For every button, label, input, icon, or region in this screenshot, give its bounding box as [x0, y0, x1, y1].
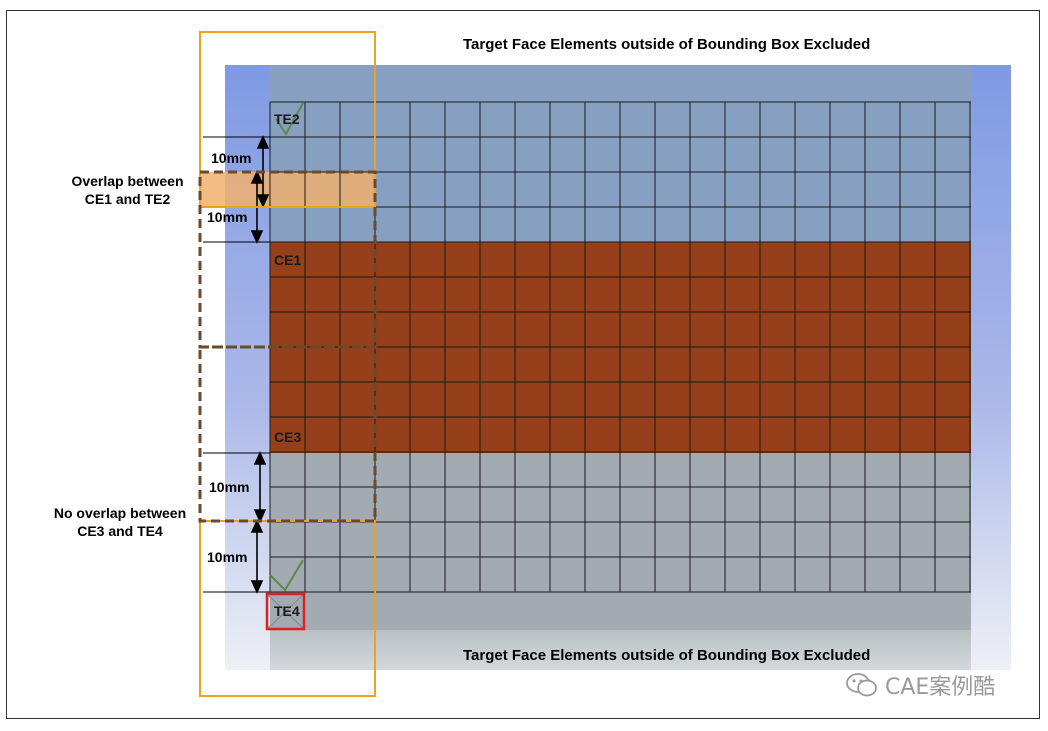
dimension-arrows: [250, 135, 270, 594]
dimension-label-2: 10mm: [207, 209, 248, 225]
dimension-label-4: 10mm: [207, 549, 248, 565]
watermark-text: CAE案例酷: [885, 675, 996, 700]
figure-frame: [6, 10, 1040, 719]
dimension-label-1: 10mm: [211, 150, 252, 166]
target-element-check-icons: [269, 102, 304, 592]
ce1-label: CE1: [274, 252, 302, 268]
te2-label: TE2: [274, 111, 300, 127]
title-bottom: Target Face Elements outside of Bounding…: [463, 647, 871, 664]
te4-label: TE4: [274, 603, 300, 619]
no-overlap-label: No overlap between CE3 and TE4: [53, 505, 187, 539]
title-top: Target Face Elements outside of Bounding…: [463, 36, 871, 53]
ce3-label: CE3: [274, 429, 302, 445]
overlap-label: Overlap between CE1 and TE2: [71, 173, 184, 207]
mesh-grid: [269, 101, 971, 593]
te4-excluded-cross-icon: [265, 592, 306, 631]
dimension-extension-lines: [203, 136, 270, 593]
watermark: CAE案例酷: [845, 670, 995, 700]
ce3-bounding-box: [198, 345, 377, 523]
dimension-label-3: 10mm: [209, 479, 250, 495]
excluded-lower-strip: [270, 630, 971, 670]
overlap-region: [200, 172, 375, 207]
wechat-icon: [846, 673, 877, 697]
te2-bounding-box: [199, 31, 376, 208]
